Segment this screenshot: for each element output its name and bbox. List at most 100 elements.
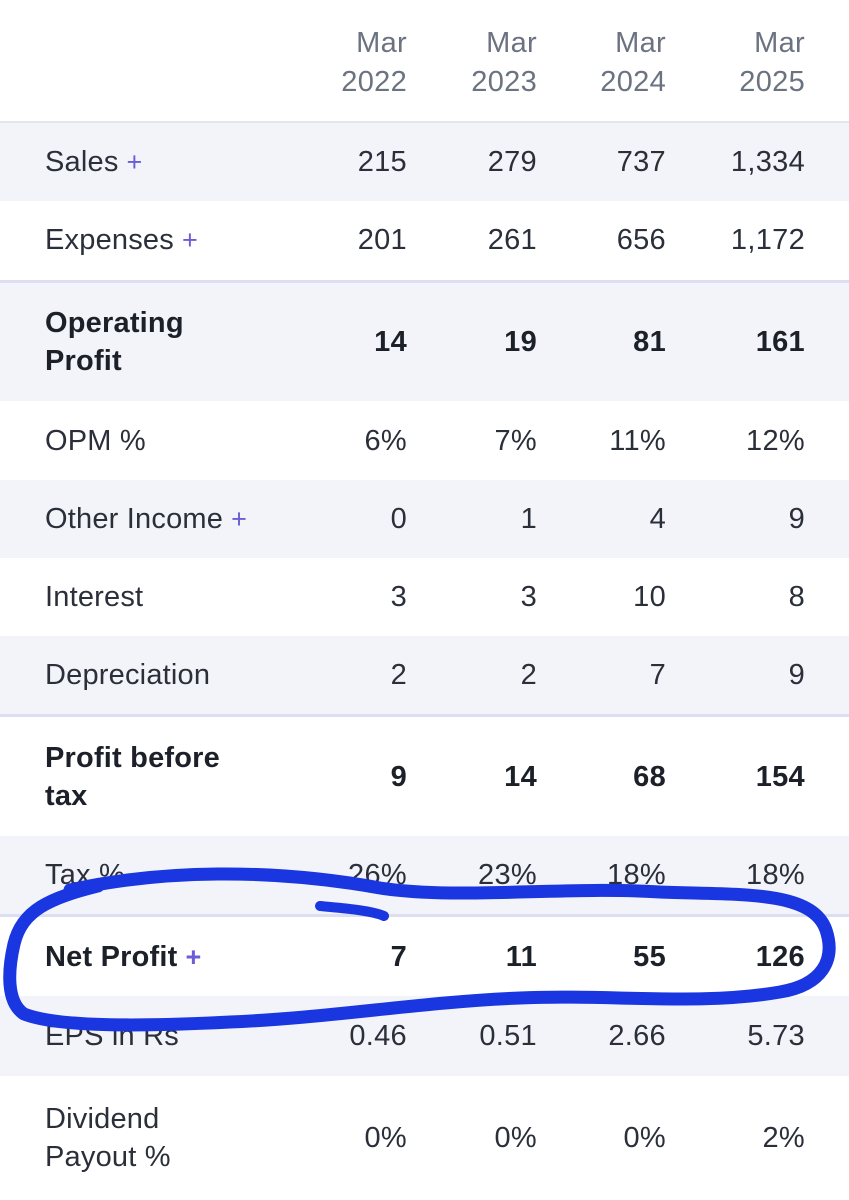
row-label: Interest: [45, 578, 143, 616]
row-value: 9: [788, 659, 805, 691]
row-label-text: Dividend Payout %: [45, 1103, 171, 1173]
row-value: 3: [520, 581, 537, 613]
row-value: 0%: [364, 1122, 407, 1154]
row-value: 12%: [746, 425, 805, 457]
row-value: 10: [633, 581, 666, 613]
row-value: 26%: [348, 859, 407, 891]
year-header-year: 2024: [600, 66, 666, 98]
expand-plus-button[interactable]: +: [185, 942, 202, 972]
year-header-year: 2025: [739, 66, 805, 98]
row-value: 19: [504, 326, 537, 358]
row-value: 8: [788, 581, 805, 613]
row-label: Depreciation: [45, 656, 210, 694]
row-value: 0%: [623, 1122, 666, 1154]
row-value: 1,334: [730, 146, 805, 178]
row-value: 68: [633, 761, 666, 793]
row-value: 11%: [609, 425, 666, 457]
row-value: 261: [487, 224, 537, 256]
row-value: 161: [755, 326, 805, 358]
row-value: 4: [649, 503, 666, 535]
row-value: 7: [649, 659, 666, 691]
table-row-dividend-payout: Dividend Payout % 0% 0% 0% 2%: [0, 1076, 849, 1200]
row-value: 7: [390, 941, 407, 973]
row-label-text: EPS in Rs: [45, 1020, 179, 1052]
row-label: OPM %: [45, 422, 146, 460]
row-value: 3: [390, 581, 407, 613]
year-header-year: 2022: [341, 66, 407, 98]
row-label-text: Depreciation: [45, 659, 211, 691]
row-value: 0.46: [349, 1020, 407, 1052]
row-value: 9: [390, 761, 407, 793]
table-header: Mar 2022 Mar 2023 Mar 2024 Mar 2025: [0, 0, 849, 123]
table-row-tax: Tax % 26% 23% 18% 18%: [0, 836, 849, 914]
row-label-text: OPM %: [45, 425, 146, 457]
row-label: Operating Profit: [45, 304, 184, 380]
row-value: 18%: [607, 859, 666, 891]
table-row-eps: EPS in Rs 0.46 0.51 2.66 5.73: [0, 996, 849, 1076]
year-header: Mar 2022: [287, 24, 407, 102]
row-value: 14: [504, 761, 537, 793]
row-value: 2: [390, 659, 407, 691]
row-label: Tax %: [45, 856, 125, 894]
row-label-text: Operating Profit: [45, 307, 184, 377]
expand-plus-button[interactable]: +: [181, 225, 198, 255]
table-row-profit-before-tax: Profit before tax 9 14 68 154: [0, 714, 849, 836]
row-value: 0: [390, 503, 407, 535]
year-header-month: Mar: [615, 27, 666, 59]
row-value: 2%: [762, 1122, 805, 1154]
row-value: 0.51: [479, 1020, 537, 1052]
row-value: 0%: [494, 1122, 537, 1154]
year-header: Mar 2024: [546, 24, 666, 102]
row-label: Profit before tax: [45, 739, 220, 815]
table-row-depreciation: Depreciation 2 2 7 9: [0, 636, 849, 714]
row-value: 656: [616, 224, 666, 256]
table-row-net-profit: Net Profit +7 11 55 126: [0, 914, 849, 996]
row-value: 1,172: [730, 224, 805, 256]
row-label: Expenses +: [45, 221, 198, 259]
row-label: Sales +: [45, 143, 143, 181]
row-value: 18%: [746, 859, 805, 891]
row-value: 279: [487, 146, 537, 178]
expand-plus-button[interactable]: +: [231, 504, 248, 534]
year-header: Mar 2025: [685, 24, 805, 102]
row-label: Other Income +: [45, 500, 247, 538]
row-label: Dividend Payout %: [45, 1100, 171, 1176]
row-value: 154: [755, 761, 805, 793]
table-row-interest: Interest 3 3 10 8: [0, 558, 849, 636]
row-label-text: Sales: [45, 146, 119, 178]
year-header-month: Mar: [486, 27, 537, 59]
row-label: EPS in Rs: [45, 1017, 179, 1055]
row-label-text: Net Profit: [45, 941, 178, 973]
row-value: 6%: [364, 425, 407, 457]
year-header: Mar 2023: [417, 24, 537, 102]
table-row-other-income: Other Income +0 1 4 9: [0, 480, 849, 558]
table-row-opm: OPM % 6% 7% 11% 12%: [0, 401, 849, 480]
row-value: 14: [374, 326, 407, 358]
row-label-text: Expenses: [45, 224, 174, 256]
row-value: 201: [357, 224, 407, 256]
row-value: 737: [616, 146, 666, 178]
row-value: 11: [505, 941, 537, 973]
row-label-text: Profit before tax: [45, 742, 220, 812]
table-row-sales: Sales +215 279 737 1,334: [0, 123, 849, 201]
row-value: 1: [520, 503, 537, 535]
row-label: Net Profit +: [45, 938, 201, 976]
row-value: 7%: [494, 425, 537, 457]
table-row-expenses: Expenses +201 261 656 1,172: [0, 201, 849, 279]
row-label-text: Other Income: [45, 503, 224, 535]
row-label-text: Tax %: [45, 859, 125, 891]
expand-plus-button[interactable]: +: [126, 147, 143, 177]
row-value: 5.73: [747, 1020, 805, 1052]
row-value: 2.66: [608, 1020, 666, 1052]
year-header-month: Mar: [754, 27, 805, 59]
row-value: 55: [633, 941, 666, 973]
table-row-operating-profit: Operating Profit 14 19 81 161: [0, 280, 849, 401]
row-value: 215: [357, 146, 407, 178]
row-value: 9: [788, 503, 805, 535]
year-header-month: Mar: [356, 27, 407, 59]
row-value: 23%: [478, 859, 537, 891]
year-header-year: 2023: [471, 66, 537, 98]
row-value: 2: [520, 659, 537, 691]
row-label-text: Interest: [45, 581, 144, 613]
row-value: 81: [633, 326, 666, 358]
